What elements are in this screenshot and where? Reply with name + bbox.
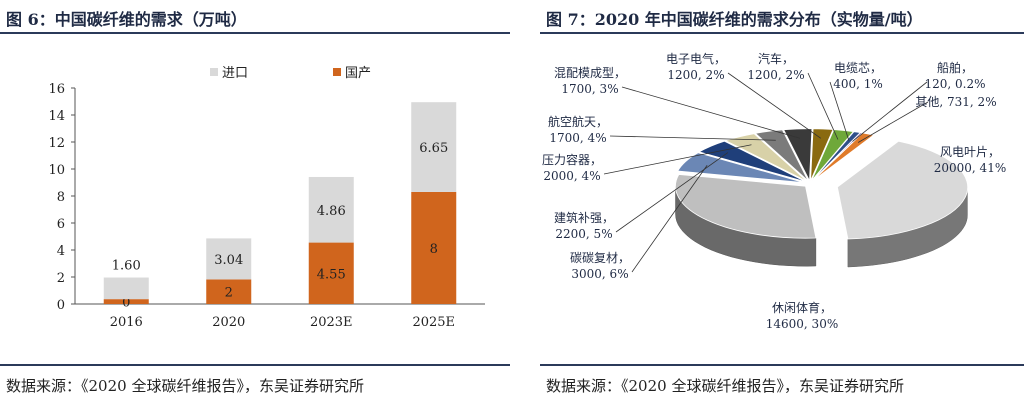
slice-value: 20000, 41%: [934, 161, 1006, 175]
x-tick-label: 2023E: [310, 315, 353, 330]
y-tick-label: 16: [48, 82, 65, 97]
bar-chart: 0 2 4 6 8 10 12 14 16 0 1.60 2016 2 3.04 2020 4.55 4.86 2…: [48, 66, 485, 330]
slice-label: 风电叶片，: [940, 145, 1000, 159]
slice-value: 1700, 4%: [549, 131, 606, 145]
source-note: 数据来源：《2020 全球碳纤维报告》，东吴证券研究所: [6, 377, 364, 395]
slice-label: 航空航天，: [548, 114, 608, 129]
leader-line: [727, 72, 822, 139]
source-rule: [540, 364, 1024, 366]
data-label: 4.55: [317, 267, 346, 282]
title-rule: [540, 32, 1024, 34]
legend-label: 进口: [222, 66, 248, 81]
x-tick-label: 2016: [110, 315, 143, 330]
pie-slice: [783, 128, 813, 183]
slice-value: 1200, 2%: [747, 68, 804, 82]
legend-label: 国产: [345, 66, 371, 81]
bar-segment: [206, 279, 252, 304]
slice-label: 其他, 731, 2%: [915, 95, 996, 109]
leader-line: [829, 81, 850, 142]
y-tick-label: 2: [57, 271, 65, 286]
bar-segment: [411, 191, 457, 304]
slice-value: 120, 0.2%: [924, 77, 985, 91]
data-label: 6.65: [419, 141, 448, 156]
legend-swatch: [210, 68, 218, 76]
data-label: 3.04: [214, 253, 243, 268]
pie-slice: [836, 140, 969, 240]
left-panel: 图 6：中国碳纤维的需求（万吨） 0 2 4 6 8 10 12 14 16 0 1.60 2016 2…: [0, 0, 510, 402]
chart-title: 图 6：中国碳纤维的需求（万吨）: [6, 10, 247, 29]
leader-line: [615, 152, 729, 233]
bar-segment: [103, 277, 149, 300]
slice-value: 14600, 30%: [766, 317, 838, 331]
pie-slice: [698, 140, 806, 183]
leader-line: [807, 72, 839, 140]
y-tick-label: 12: [48, 136, 65, 151]
slice-value: 400, 1%: [833, 77, 883, 91]
x-tick-label: 2020: [212, 315, 245, 330]
chart-title: 图 7：2020 年中国碳纤维的需求分布（实物量/吨）: [546, 10, 923, 29]
slice-label: 船舶，: [937, 60, 973, 75]
pie-slice: [675, 174, 817, 239]
leader-line: [631, 165, 708, 273]
bar-segment: [308, 176, 354, 243]
slice-label: 压力容器，: [542, 152, 602, 167]
right-panel: 图 7：2020 年中国碳纤维的需求分布（实物量/吨） 风电叶片， 20000, …: [540, 0, 1024, 402]
source-note: 数据来源：《2020 全球碳纤维报告》，东吴证券研究所: [546, 377, 904, 395]
y-tick-label: 14: [48, 109, 65, 124]
leader-line: [857, 101, 929, 143]
bar-segment: [206, 238, 252, 280]
slice-label: 混配模成型，: [554, 66, 626, 80]
bar-segment: [308, 242, 354, 304]
slice-label: 休闲体育，: [772, 300, 832, 315]
slice-value: 2000, 4%: [543, 169, 600, 183]
leader-line: [609, 135, 776, 141]
leader-line: [852, 81, 928, 142]
pie-slice: [677, 152, 805, 184]
pie-slice: [754, 129, 809, 182]
slice-label: 电缆芯，: [834, 61, 882, 75]
leader-line: [603, 144, 752, 175]
slice-label: 电子电气，: [666, 51, 726, 66]
slice-label: 碳碳复材，: [570, 251, 630, 265]
data-label: 0: [122, 296, 130, 311]
leader-line: [621, 86, 800, 139]
slice-label: 建筑补强，: [554, 210, 614, 225]
y-tick-label: 0: [57, 298, 65, 313]
bar-segment: [103, 299, 149, 304]
y-tick-label: 6: [57, 217, 65, 232]
data-label: 4.86: [317, 204, 346, 219]
source-rule: [0, 364, 510, 366]
bar-segment: [411, 102, 457, 192]
x-tick-label: 2025E: [412, 315, 455, 330]
title-rule: [0, 32, 510, 34]
data-label: 2: [225, 286, 233, 301]
data-label: 8: [430, 242, 438, 257]
pie-chart: 风电叶片， 20000, 41% 休闲体育， 14600, 30% 碳碳复材， 3000,…: [542, 51, 1006, 331]
y-tick-label: 4: [57, 244, 65, 259]
slice-value: 2200, 5%: [555, 227, 612, 241]
slice-value: 1200, 2%: [667, 68, 724, 82]
slice-value: 1700, 3%: [561, 82, 618, 96]
y-tick-label: 10: [48, 163, 65, 178]
slice-value: 3000, 6%: [571, 267, 628, 281]
y-tick-label: 8: [57, 190, 65, 205]
data-label: 1.60: [112, 259, 141, 274]
slice-label: 汽车，: [758, 51, 794, 66]
legend-swatch: [333, 68, 341, 76]
